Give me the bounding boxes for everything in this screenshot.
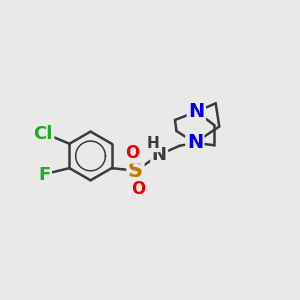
Text: F: F bbox=[38, 166, 51, 184]
Text: N: N bbox=[188, 102, 205, 121]
Text: O: O bbox=[125, 144, 140, 162]
Text: S: S bbox=[128, 161, 143, 181]
Text: Cl: Cl bbox=[34, 125, 53, 143]
Text: H: H bbox=[146, 136, 159, 151]
Text: N: N bbox=[152, 146, 167, 164]
Text: N: N bbox=[187, 134, 203, 152]
Text: O: O bbox=[131, 180, 146, 198]
